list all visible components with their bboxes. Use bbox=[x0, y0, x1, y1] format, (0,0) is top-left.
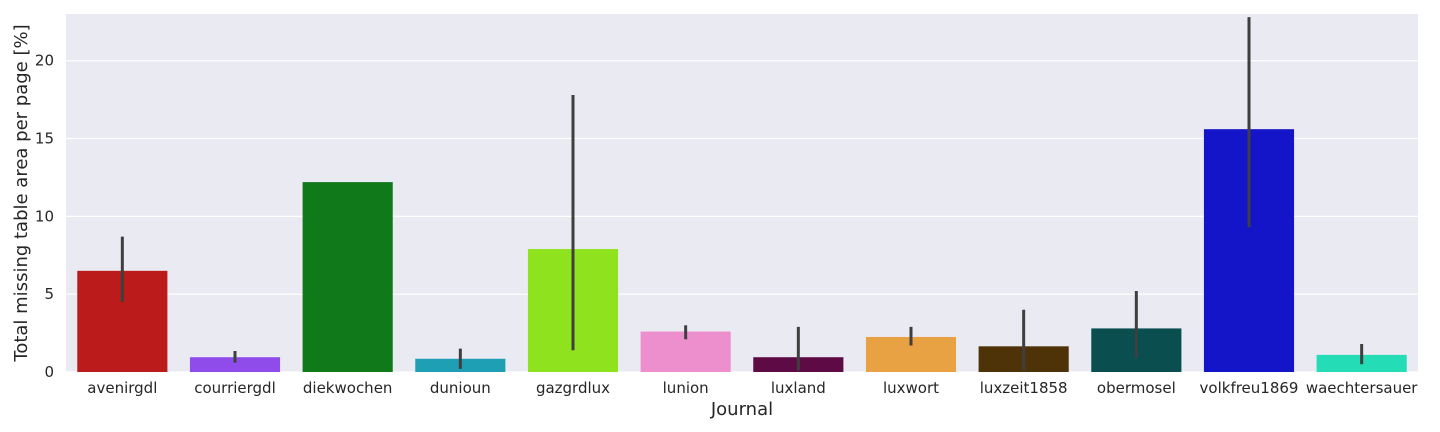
x-tick-label: dunioun bbox=[430, 379, 491, 397]
x-tick-label: diekwochen bbox=[303, 379, 393, 397]
x-tick-label: obermosel bbox=[1097, 379, 1176, 397]
x-tick-label: avenirgdl bbox=[87, 379, 157, 397]
x-tick-label: luxland bbox=[771, 379, 826, 397]
bars bbox=[77, 129, 1407, 372]
x-axis-label: Journal bbox=[710, 399, 773, 420]
y-tick-label: 10 bbox=[35, 207, 54, 225]
bar-diekwochen bbox=[302, 182, 393, 372]
x-tick-label: luxzeit1858 bbox=[980, 379, 1068, 397]
grid-lines bbox=[66, 60, 1418, 373]
x-tick-label: courriergdl bbox=[194, 379, 276, 397]
x-tick-label: gazgrdlux bbox=[536, 379, 610, 397]
bar-courriergdl bbox=[189, 357, 281, 372]
y-axis-label: Total missing table area per page [%] bbox=[11, 24, 32, 362]
x-tick-label: volkfreu1869 bbox=[1200, 379, 1299, 397]
x-tick-label: lunion bbox=[663, 379, 709, 397]
y-tick-label: 0 bbox=[44, 363, 54, 381]
x-axis-ticks: avenirgdl courriergdl diekwochen dunioun gaz… bbox=[87, 379, 1418, 397]
y-axis-ticks: 0 5 10 15 20 bbox=[35, 52, 54, 381]
x-tick-label: luxwort bbox=[883, 379, 939, 397]
y-tick-label: 5 bbox=[44, 285, 54, 303]
y-tick-label: 20 bbox=[35, 52, 54, 70]
plot-background bbox=[66, 14, 1418, 372]
x-tick-label: waechtersauer bbox=[1306, 379, 1418, 397]
error-bars bbox=[120, 17, 1364, 371]
y-tick-label: 15 bbox=[35, 130, 54, 148]
